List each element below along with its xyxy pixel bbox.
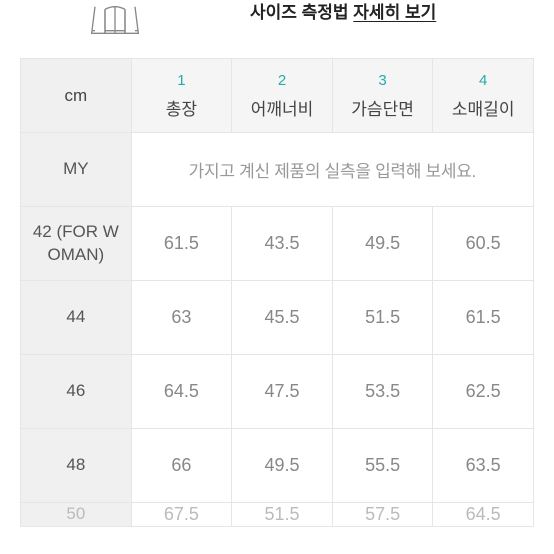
size-value: 51.5 bbox=[332, 281, 433, 355]
table-row: 46 64.5 47.5 53.5 62.5 bbox=[21, 355, 534, 429]
size-value: 53.5 bbox=[332, 355, 433, 429]
col-num: 1 bbox=[132, 72, 232, 89]
size-value: 57.5 bbox=[332, 503, 433, 527]
size-value: 66 bbox=[131, 429, 232, 503]
size-value: 49.5 bbox=[332, 207, 433, 281]
size-value: 63.5 bbox=[433, 429, 534, 503]
table-row: 44 63 45.5 51.5 61.5 bbox=[21, 281, 534, 355]
col-label: 소매길이 bbox=[452, 100, 515, 119]
size-value: 61.5 bbox=[131, 207, 232, 281]
table-row: 50 67.5 51.5 57.5 64.5 bbox=[21, 503, 534, 527]
col-num: 3 bbox=[333, 72, 433, 89]
col-label: 어깨너비 bbox=[251, 100, 314, 119]
size-value: 55.5 bbox=[332, 429, 433, 503]
my-size-row: MY 가지고 계신 제품의 실측을 입력해 보세요. bbox=[21, 133, 534, 207]
table-header-row: cm 1 총장 2 어깨너비 3 가슴단면 4 소매길이 bbox=[21, 59, 534, 133]
size-label: 50 bbox=[21, 503, 132, 527]
size-value: 61.5 bbox=[433, 281, 534, 355]
jacket-icon bbox=[70, 0, 160, 40]
size-value: 64.5 bbox=[433, 503, 534, 527]
size-value: 62.5 bbox=[433, 355, 534, 429]
size-value: 67.5 bbox=[131, 503, 232, 527]
table-row: 42 (FOR WOMAN) 61.5 43.5 49.5 60.5 bbox=[21, 207, 534, 281]
size-value: 45.5 bbox=[232, 281, 333, 355]
size-label: 46 bbox=[21, 355, 132, 429]
table-row: 48 66 49.5 55.5 63.5 bbox=[21, 429, 534, 503]
size-value: 43.5 bbox=[232, 207, 333, 281]
size-value: 51.5 bbox=[232, 503, 333, 527]
col-header: 4 소매길이 bbox=[433, 59, 534, 133]
size-guide-heading: 사이즈 측정법 자세히 보기 bbox=[250, 0, 436, 23]
unit-label-cell: cm bbox=[21, 59, 132, 133]
col-header: 3 가슴단면 bbox=[332, 59, 433, 133]
size-value: 64.5 bbox=[131, 355, 232, 429]
size-label: 44 bbox=[21, 281, 132, 355]
size-table-wrap: cm 1 총장 2 어깨너비 3 가슴단면 4 소매길이 MY 가지고 계신 제… bbox=[0, 58, 554, 527]
size-value: 49.5 bbox=[232, 429, 333, 503]
my-size-placeholder[interactable]: 가지고 계신 제품의 실측을 입력해 보세요. bbox=[131, 133, 533, 207]
col-label: 가슴단면 bbox=[351, 100, 414, 119]
header-area: 사이즈 측정법 자세히 보기 bbox=[0, 0, 554, 58]
size-value: 60.5 bbox=[433, 207, 534, 281]
size-value: 63 bbox=[131, 281, 232, 355]
size-guide-link[interactable]: 자세히 보기 bbox=[353, 3, 436, 22]
col-header: 2 어깨너비 bbox=[232, 59, 333, 133]
size-label: 48 bbox=[21, 429, 132, 503]
col-num: 2 bbox=[232, 72, 332, 89]
size-guide-prefix: 사이즈 측정법 bbox=[250, 3, 353, 22]
col-num: 4 bbox=[433, 72, 533, 89]
size-value: 47.5 bbox=[232, 355, 333, 429]
size-label: 42 (FOR WOMAN) bbox=[21, 207, 132, 281]
col-label: 총장 bbox=[166, 100, 197, 119]
col-header: 1 총장 bbox=[131, 59, 232, 133]
my-row-label: MY bbox=[21, 133, 132, 207]
size-table: cm 1 총장 2 어깨너비 3 가슴단면 4 소매길이 MY 가지고 계신 제… bbox=[20, 58, 534, 527]
